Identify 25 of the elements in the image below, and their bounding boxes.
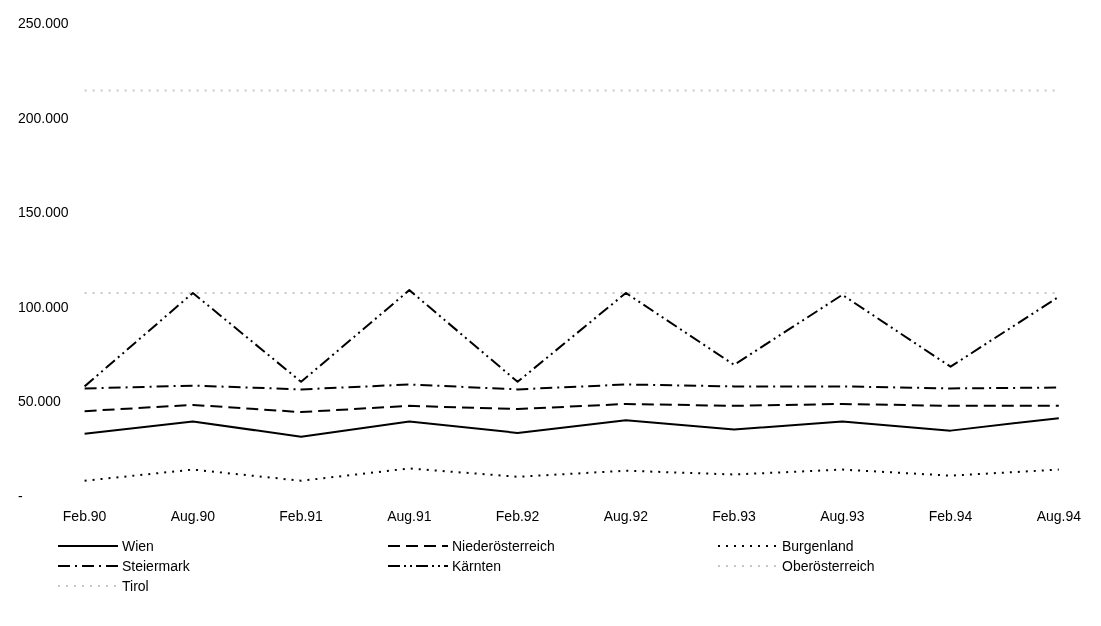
line-series <box>83 467 1060 482</box>
y-tick-label: 250.000 <box>18 15 69 32</box>
legend-label: Oberösterreich <box>782 558 875 574</box>
legend-label: Tirol <box>122 578 149 594</box>
legend-label: Steiermark <box>122 558 190 574</box>
y-tick-label: 100.000 <box>18 298 69 315</box>
legend-label: Niederösterreich <box>452 538 555 554</box>
x-tick-label: Aug.93 <box>820 508 865 525</box>
x-tick-label: Aug.91 <box>387 508 432 525</box>
legend-label: Kärnten <box>452 558 502 574</box>
x-tick-label: Feb.92 <box>495 508 540 525</box>
x-tick-label: Feb.93 <box>712 508 757 525</box>
y-tick-label: 200.000 <box>18 109 69 126</box>
x-tick-label: Aug.90 <box>170 508 216 525</box>
x-tick-label: Aug.92 <box>603 508 649 525</box>
legend-label: Burgenland <box>782 538 854 554</box>
y-tick-label: - <box>18 488 23 505</box>
x-tick-label: Aug.94 <box>1036 508 1082 525</box>
line-series <box>83 402 1060 414</box>
x-tick-label: Feb.90 <box>62 508 107 525</box>
legend-label: Wien <box>122 538 154 554</box>
x-tick-label: Feb.94 <box>928 508 973 525</box>
y-tick-label: 150.000 <box>18 204 69 221</box>
x-tick-label: Feb.91 <box>279 508 324 525</box>
y-tick-label: 50.000 <box>18 393 62 410</box>
